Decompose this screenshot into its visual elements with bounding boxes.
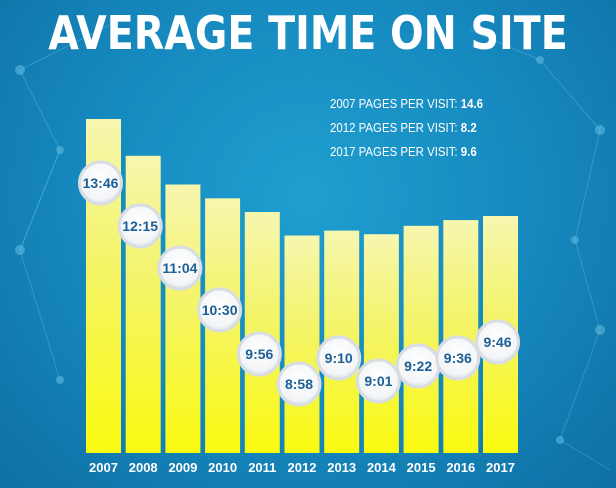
stat-label-2012: 2012 PAGES PER VISIT:: [330, 120, 461, 135]
stat-line-2012: 2012 PAGES PER VISIT: 8.2: [330, 116, 483, 140]
x-tick-2010: 2010: [208, 460, 237, 475]
x-tick-2016: 2016: [446, 460, 475, 475]
data-label-bubble-2012: [276, 361, 322, 407]
data-label-2014: 9:01: [355, 358, 401, 404]
x-tick-2017: 2017: [486, 460, 515, 475]
data-label-bubble-2010: [197, 287, 243, 333]
x-tick-2014: 2014: [367, 460, 397, 475]
data-label-bubbles: 13:46 12:15 11:04 10:30 9:56 8:58 9:10 9:01 9:22…: [78, 160, 520, 407]
bar-2014: [363, 234, 399, 453]
data-label-text-2015: 9:22: [404, 358, 432, 374]
data-label-bubble-2013: [316, 335, 362, 381]
data-label-2009: 11:04: [157, 245, 203, 291]
data-label-bubble-2017: [475, 319, 520, 365]
data-label-text-2010: 10:30: [202, 302, 238, 318]
data-label-2015: 9:22: [395, 343, 441, 389]
x-tick-2015: 2015: [407, 460, 436, 475]
data-label-text-2013: 9:10: [325, 350, 353, 366]
data-label-2010: 10:30: [197, 287, 243, 333]
bar-2009: [165, 184, 201, 453]
stat-line-2017: 2017 PAGES PER VISIT: 9.6: [330, 140, 483, 164]
data-label-text-2016: 9:36: [444, 350, 472, 366]
data-label-text-2011: 9:56: [245, 346, 273, 362]
bar-2012: [284, 235, 320, 453]
data-label-text-2017: 9:46: [483, 334, 511, 350]
data-label-bubble-2014: [355, 358, 401, 404]
data-label-2007: 13:46: [78, 160, 123, 206]
chart-title: AVERAGE TIME ON SITE: [48, 6, 568, 60]
x-tick-2009: 2009: [168, 460, 197, 475]
data-label-2011: 9:56: [236, 331, 282, 377]
data-label-2008: 12:15: [117, 203, 163, 249]
stat-label-2007: 2007 PAGES PER VISIT:: [330, 96, 461, 111]
x-tick-2008: 2008: [129, 460, 158, 475]
data-label-text-2008: 12:15: [122, 218, 158, 234]
data-label-bubble-2007: [78, 160, 123, 206]
data-label-text-2007: 13:46: [83, 175, 119, 191]
data-label-bubble-2016: [435, 335, 481, 381]
stat-line-2007: 2007 PAGES PER VISIT: 14.6: [330, 92, 483, 116]
data-label-bubble-2011: [236, 331, 282, 377]
data-label-bubble-2009: [157, 245, 203, 291]
data-label-text-2012: 8:58: [285, 376, 313, 392]
stat-value-2007: 14.6: [460, 96, 484, 111]
x-tick-2011: 2011: [248, 460, 276, 475]
stat-value-2017: 9.6: [460, 144, 477, 159]
bar-2008: [125, 155, 161, 454]
x-axis-ticks: 2007 2008 2009 2010 2011 2012 2013 2014 2015 2016…: [89, 460, 515, 475]
data-label-bubble-2008: [117, 203, 163, 249]
stat-value-2012: 8.2: [460, 120, 477, 135]
data-label-2012: 8:58: [276, 361, 322, 407]
x-tick-2012: 2012: [288, 460, 317, 475]
data-label-2013: 9:10: [316, 335, 362, 381]
x-tick-2013: 2013: [327, 460, 356, 475]
stats-block: 2007 PAGES PER VISIT: 14.6 2012 PAGES PE…: [330, 92, 504, 164]
data-label-text-2014: 9:01: [364, 373, 392, 389]
data-label-text-2009: 11:04: [162, 260, 197, 276]
data-label-2016: 9:36: [435, 335, 481, 381]
stat-label-2017: 2017 PAGES PER VISIT:: [330, 144, 461, 159]
x-tick-2007: 2007: [89, 460, 118, 475]
bar-2015: [403, 225, 439, 453]
data-label-2017: 9:46: [475, 319, 520, 365]
